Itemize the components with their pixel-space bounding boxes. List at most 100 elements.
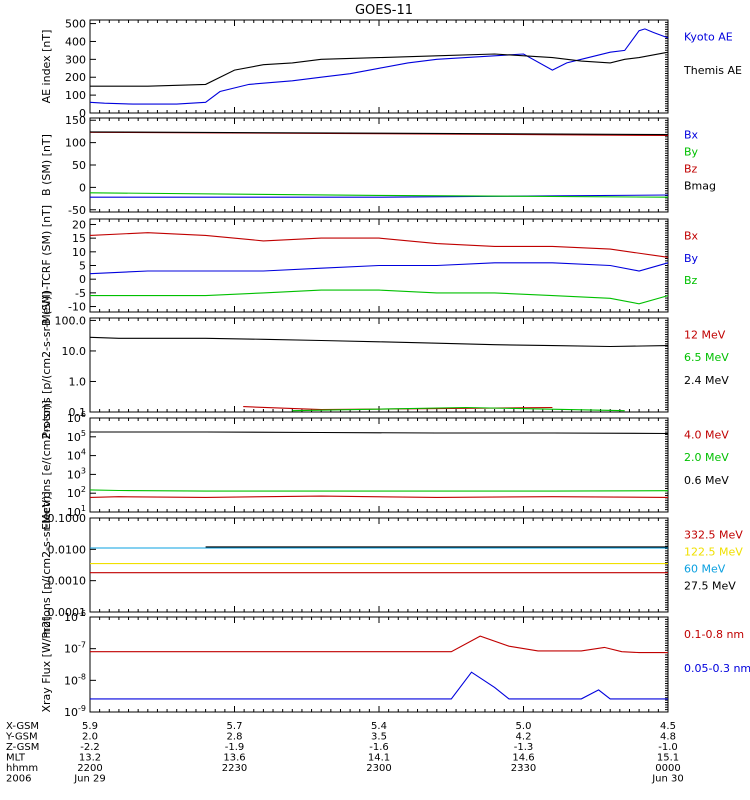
panel-2: -50 0 50 100 150 B (SM) [nT] Bx By Bz Bmag (40, 114, 716, 217)
legend-label: 0.05-0.3 nm (684, 662, 750, 675)
y-tick-label: 5 (79, 260, 86, 273)
row-value: -2.2 (80, 742, 100, 753)
row-name: Y-GSM (5, 732, 38, 743)
legend-label: 2.0 MeV (684, 451, 729, 464)
series-line-4-0-mev (89, 495, 669, 498)
row-value: 13.6 (223, 753, 245, 764)
legend-label: Bz (684, 274, 698, 287)
series-line-2-0-mev (89, 489, 669, 492)
row-value: 5.0 (516, 721, 532, 732)
y-tick-label: 400 (65, 35, 86, 48)
series-line-0-1-0-8-nm (90, 635, 668, 654)
legend-label: 0.6 MeV (684, 474, 729, 487)
series-line-by (89, 192, 669, 198)
row-value: 2.0 (82, 732, 98, 743)
y-tick-label: 0.0100 (48, 543, 87, 556)
row-value: -1.3 (514, 742, 534, 753)
row-value: -1.0 (658, 742, 678, 753)
y-tick-label: 0.1 (69, 406, 87, 419)
row-value: -1.6 (369, 742, 389, 753)
y-tick-label: 0.1000 (48, 512, 87, 525)
y-tick-label: -50 (68, 204, 86, 217)
row-value: 2.8 (227, 732, 243, 743)
y-tick-label: 0 (79, 273, 86, 286)
legend-label: 122.5 MeV (684, 546, 743, 559)
row-name: hhmm (6, 763, 38, 774)
y-tick-label: 10 (72, 246, 86, 259)
panel-1: 0 100 200 300 400 500 AE index [nT] Kyoto AE The… (40, 18, 742, 120)
y-tick-label: 150 (65, 114, 86, 127)
y-axis-label: AE index [nT] (40, 30, 53, 104)
row-value: -1.9 (225, 742, 245, 753)
legend-label: Bmag (684, 179, 716, 192)
y-tick-label: 0 (79, 181, 86, 194)
series-line-themis-ae (90, 51, 669, 87)
y-axis-label: Electrons [e/(cm2-s-sr)] (40, 400, 53, 530)
legend-label: By (684, 252, 699, 265)
y-tick-label: 101 (67, 504, 86, 519)
series-line-bmag (89, 131, 669, 136)
panel-frame (89, 517, 669, 613)
y-axis-label: B (SM) [nT] (40, 134, 53, 196)
row-value: Jun 30 (651, 774, 684, 785)
legend-label: 6.5 MeV (684, 351, 729, 364)
y-tick-label: 10.0 (62, 345, 87, 358)
panel-7: 10-9 10-8 10-7 10-6 Xray Flux [W/m2] 0.1-0.8 … (40, 609, 750, 719)
y-tick-label: 0.0010 (48, 575, 87, 588)
y-tick-label: 105 (67, 429, 86, 444)
row-value: 0000 (655, 763, 680, 774)
y-tick-label: 100 (65, 89, 86, 102)
row-value: 2330 (511, 763, 536, 774)
y-tick-label: 15 (72, 232, 86, 245)
panel-frame (89, 19, 669, 114)
y-tick-label: 1.0 (69, 375, 87, 388)
row-name: Z-GSM (6, 742, 39, 753)
y-tick-label: 103 (67, 466, 86, 481)
y-tick-label: -10 (68, 301, 86, 314)
row-name: MLT (6, 753, 26, 764)
panel-frame (89, 317, 669, 413)
series-line-bz (90, 289, 669, 305)
y-tick-label: 10-6 (64, 609, 86, 624)
time-axis-table: X-GSM 5.9 5.7 5.4 5.0 4.5 Y-GSM 2.0 2.8 3.5 4.2 4.8… (5, 721, 684, 785)
row-name: 2006 (6, 774, 31, 785)
row-value: 13.2 (79, 753, 101, 764)
row-value: 3.5 (371, 732, 387, 743)
legend-label: 27.5 MeV (684, 579, 736, 592)
series-line-bx (90, 194, 669, 198)
y-tick-label: 10-9 (64, 704, 86, 719)
row-value: 2300 (366, 763, 391, 774)
row-value: 15.1 (657, 753, 679, 764)
y-tick-label: 102 (67, 485, 86, 500)
row-name: X-GSM (6, 721, 39, 732)
y-axis-label: Xray Flux [W/m2] (40, 616, 53, 712)
y-tick-label: 0.0001 (48, 606, 87, 619)
legend-label: Bz (684, 163, 698, 176)
row-value: 5.7 (227, 721, 243, 732)
series-line-kyoto-ae (89, 28, 669, 105)
row-value: 5.4 (371, 721, 387, 732)
legend-label: 4.0 MeV (684, 429, 729, 442)
figure-title: GOES-11 (355, 3, 413, 18)
legend-label: 12 MeV (684, 329, 726, 342)
series-line-by (89, 262, 669, 275)
panel-5: 101 102 103 104 105 106 Electrons [e/(cm2-s-sr… (40, 400, 729, 530)
y-tick-label: 300 (65, 53, 86, 66)
y-tick-label: 10-7 (64, 641, 86, 656)
series-line-2-4-mev (89, 336, 669, 348)
legend-label: By (684, 146, 699, 159)
y-axis-label: B (SM)-TCRF (SM) [nT] (40, 205, 53, 326)
y-tick-label: 200 (65, 71, 86, 84)
y-tick-label: 106 (67, 410, 86, 425)
y-tick-label: -5 (75, 287, 86, 300)
y-axis-label: Protons [p/(cm2-s-sr-MeV)] (40, 491, 53, 638)
y-tick-label: 20 (72, 218, 86, 231)
legend-label: Themis AE (683, 64, 742, 77)
series-line-0-05-0-3-nm (90, 671, 668, 700)
y-axis-label: Protons [p/(cm2-s-sr-MeV)] (40, 291, 53, 438)
legend-label: Bx (684, 230, 699, 243)
